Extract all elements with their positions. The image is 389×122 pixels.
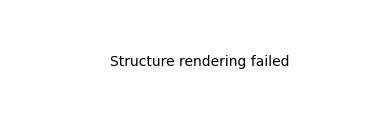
Text: Structure rendering failed: Structure rendering failed: [110, 55, 289, 69]
